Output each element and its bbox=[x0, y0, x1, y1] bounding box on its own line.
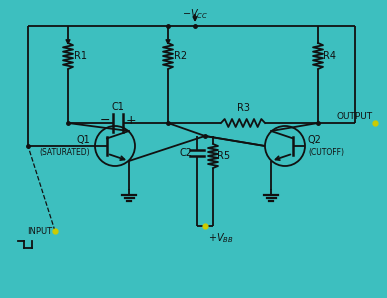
Text: (SATURATED): (SATURATED) bbox=[39, 148, 90, 158]
Text: Q2: Q2 bbox=[308, 135, 322, 145]
Text: C1: C1 bbox=[111, 102, 125, 112]
Text: R4: R4 bbox=[323, 51, 336, 61]
Text: $+V_{BB}$: $+V_{BB}$ bbox=[208, 231, 234, 245]
Text: Q1: Q1 bbox=[76, 135, 90, 145]
Text: +: + bbox=[126, 114, 137, 126]
Text: OUTPUT: OUTPUT bbox=[337, 112, 373, 121]
Text: −: − bbox=[99, 114, 110, 126]
Text: R1: R1 bbox=[74, 51, 87, 61]
Text: INPUT: INPUT bbox=[27, 226, 52, 235]
Text: R2: R2 bbox=[174, 51, 187, 61]
Text: R5: R5 bbox=[217, 151, 230, 161]
Text: (CUTOFF): (CUTOFF) bbox=[308, 148, 344, 158]
Text: R3: R3 bbox=[236, 103, 250, 113]
Text: $-V_{CC}$: $-V_{CC}$ bbox=[182, 7, 208, 21]
Text: C2: C2 bbox=[179, 148, 192, 158]
